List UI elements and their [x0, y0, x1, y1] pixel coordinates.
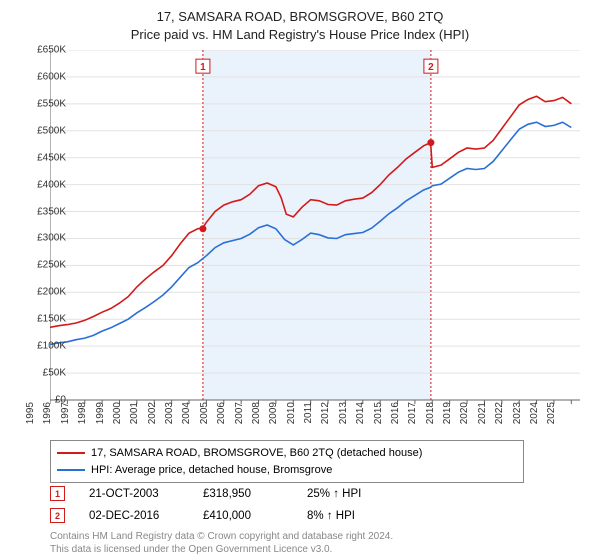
sale-price: £410,000 — [203, 510, 283, 522]
x-tick-label: 2010 — [286, 402, 297, 432]
sale-marker-index: 1 — [55, 489, 60, 499]
x-tick-label: 2021 — [477, 402, 488, 432]
sale-date: 02-DEC-2016 — [89, 510, 179, 522]
x-tick-label: 1995 — [25, 402, 36, 432]
legend-swatch — [57, 452, 85, 454]
chart-container: 17, SAMSARA ROAD, BROMSGROVE, B60 2TQ Pr… — [0, 0, 600, 560]
x-tick-label: 2007 — [234, 402, 245, 432]
x-tick-label: 2015 — [373, 402, 384, 432]
legend-label: 17, SAMSARA ROAD, BROMSGROVE, B60 2TQ (d… — [91, 445, 422, 462]
y-tick-label: £300K — [37, 233, 66, 244]
y-tick-label: £150K — [37, 314, 66, 325]
x-tick-label: 2006 — [216, 402, 227, 432]
footer: Contains HM Land Registry data © Crown c… — [50, 530, 393, 556]
y-tick-label: £100K — [37, 341, 66, 352]
x-tick-label: 1996 — [42, 402, 53, 432]
legend-label: HPI: Average price, detached house, Brom… — [91, 462, 332, 479]
title-block: 17, SAMSARA ROAD, BROMSGROVE, B60 2TQ Pr… — [0, 0, 600, 44]
x-tick-label: 2003 — [164, 402, 175, 432]
x-tick-label: 2009 — [268, 402, 279, 432]
x-tick-label: 2016 — [390, 402, 401, 432]
y-tick-label: £600K — [37, 71, 66, 82]
title-line-1: 17, SAMSARA ROAD, BROMSGROVE, B60 2TQ — [0, 8, 600, 26]
x-tick-label: 2019 — [442, 402, 453, 432]
sale-row: 2 02-DEC-2016 £410,000 8% ↑ HPI — [50, 508, 355, 523]
legend-item: HPI: Average price, detached house, Brom… — [57, 462, 517, 479]
legend: 17, SAMSARA ROAD, BROMSGROVE, B60 2TQ (d… — [50, 440, 524, 483]
x-tick-label: 2018 — [425, 402, 436, 432]
title-line-2: Price paid vs. HM Land Registry's House … — [0, 26, 600, 44]
sale-date: 21-OCT-2003 — [89, 488, 179, 500]
x-tick-label: 2005 — [199, 402, 210, 432]
x-tick-label: 2001 — [129, 402, 140, 432]
sale-delta: 8% ↑ HPI — [307, 510, 355, 522]
y-tick-label: £250K — [37, 260, 66, 271]
y-tick-label: £200K — [37, 287, 66, 298]
sale-price: £318,950 — [203, 488, 283, 500]
y-tick-label: £400K — [37, 179, 66, 190]
legend-item: 17, SAMSARA ROAD, BROMSGROVE, B60 2TQ (d… — [57, 445, 517, 462]
x-tick-label: 2013 — [338, 402, 349, 432]
footer-line-1: Contains HM Land Registry data © Crown c… — [50, 530, 393, 543]
x-tick-label: 2002 — [147, 402, 158, 432]
x-tick-label: 2020 — [459, 402, 470, 432]
svg-text:2: 2 — [428, 62, 434, 73]
footer-line-2: This data is licensed under the Open Gov… — [50, 543, 393, 556]
y-tick-label: £650K — [37, 45, 66, 56]
x-tick-label: 2025 — [546, 402, 557, 432]
x-tick-label: 2004 — [181, 402, 192, 432]
x-tick-label: 1999 — [95, 402, 106, 432]
y-tick-label: £50K — [43, 368, 66, 379]
x-tick-label: 2017 — [407, 402, 418, 432]
x-tick-label: 2014 — [355, 402, 366, 432]
sale-marker-index: 2 — [55, 511, 60, 521]
x-tick-label: 2000 — [112, 402, 123, 432]
x-tick-label: 1997 — [60, 402, 71, 432]
legend-swatch — [57, 469, 85, 471]
x-tick-label: 2011 — [303, 402, 314, 432]
x-tick-label: 2008 — [251, 402, 262, 432]
x-tick-label: 2024 — [529, 402, 540, 432]
sale-marker-box: 2 — [50, 508, 65, 523]
sale-row: 1 21-OCT-2003 £318,950 25% ↑ HPI — [50, 486, 361, 501]
y-tick-label: £500K — [37, 125, 66, 136]
y-tick-label: £450K — [37, 152, 66, 163]
x-tick-label: 2022 — [494, 402, 505, 432]
x-tick-label: 2012 — [320, 402, 331, 432]
x-tick-label: 2023 — [512, 402, 523, 432]
y-tick-label: £350K — [37, 206, 66, 217]
svg-text:1: 1 — [200, 62, 206, 73]
sale-delta: 25% ↑ HPI — [307, 488, 361, 500]
y-tick-label: £550K — [37, 98, 66, 109]
price-chart: 12 — [50, 50, 580, 430]
x-tick-label: 1998 — [77, 402, 88, 432]
sale-marker-box: 1 — [50, 486, 65, 501]
